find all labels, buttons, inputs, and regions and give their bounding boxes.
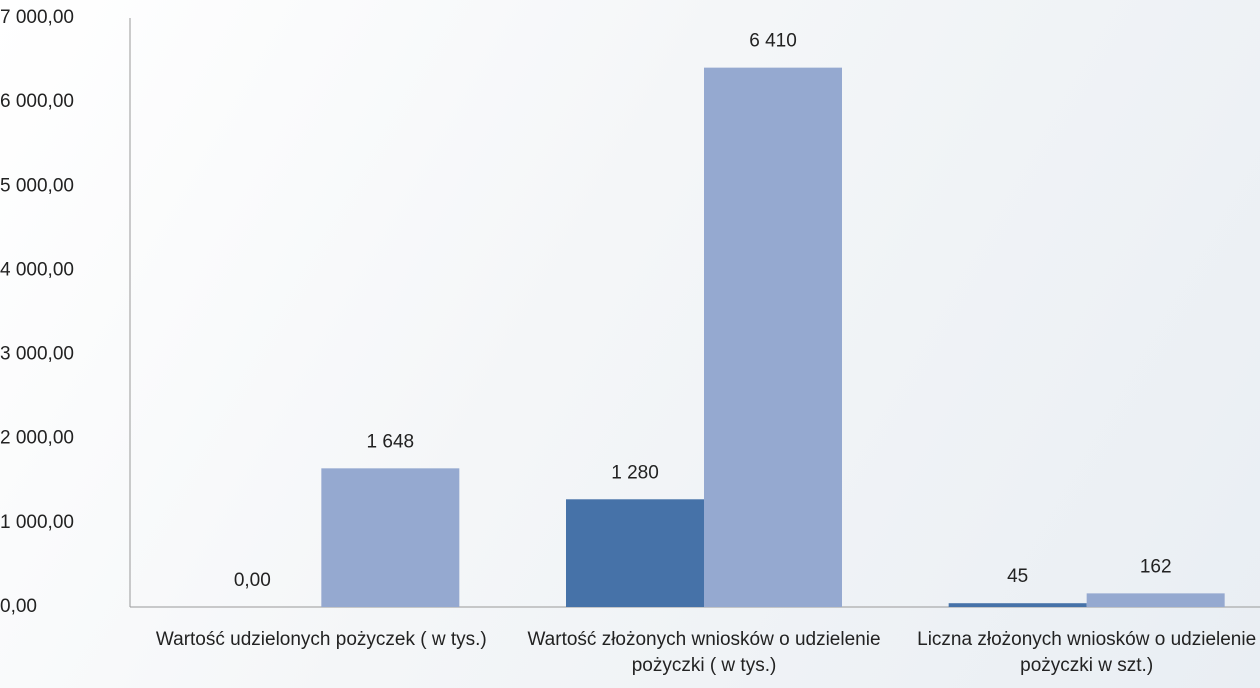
value-label: 0,00 — [234, 570, 271, 591]
x-tick-label: Wartość złożonych wniosków o udzielenie … — [527, 629, 881, 676]
x-tick-label: Wartość udzielonych pożyczek ( w tys.) — [155, 629, 487, 650]
y-tick-label: 4 000,00 — [0, 259, 74, 280]
bar — [704, 67, 842, 607]
bar — [566, 499, 704, 607]
value-label: 1 280 — [611, 462, 659, 483]
value-label: 45 — [1007, 566, 1028, 587]
x-tick-label: Liczna złożonych wniosków o udzielenie p… — [917, 629, 1257, 676]
value-label: 6 410 — [749, 31, 797, 52]
bar — [948, 603, 1087, 607]
y-tick-label: 2 000,00 — [0, 428, 74, 449]
y-tick-label: 7 000,00 — [0, 7, 74, 28]
value-label: 162 — [1140, 556, 1172, 577]
y-tick-label: 5 000,00 — [0, 175, 74, 196]
y-tick-label: 3 000,00 — [0, 344, 74, 365]
bar — [1086, 593, 1225, 607]
y-tick-label: 6 000,00 — [0, 91, 74, 112]
y-tick-label: 1 000,00 — [0, 512, 74, 533]
y-tick-label: 0,00 — [0, 596, 37, 617]
bar — [321, 468, 460, 607]
value-label: 1 648 — [367, 431, 415, 452]
